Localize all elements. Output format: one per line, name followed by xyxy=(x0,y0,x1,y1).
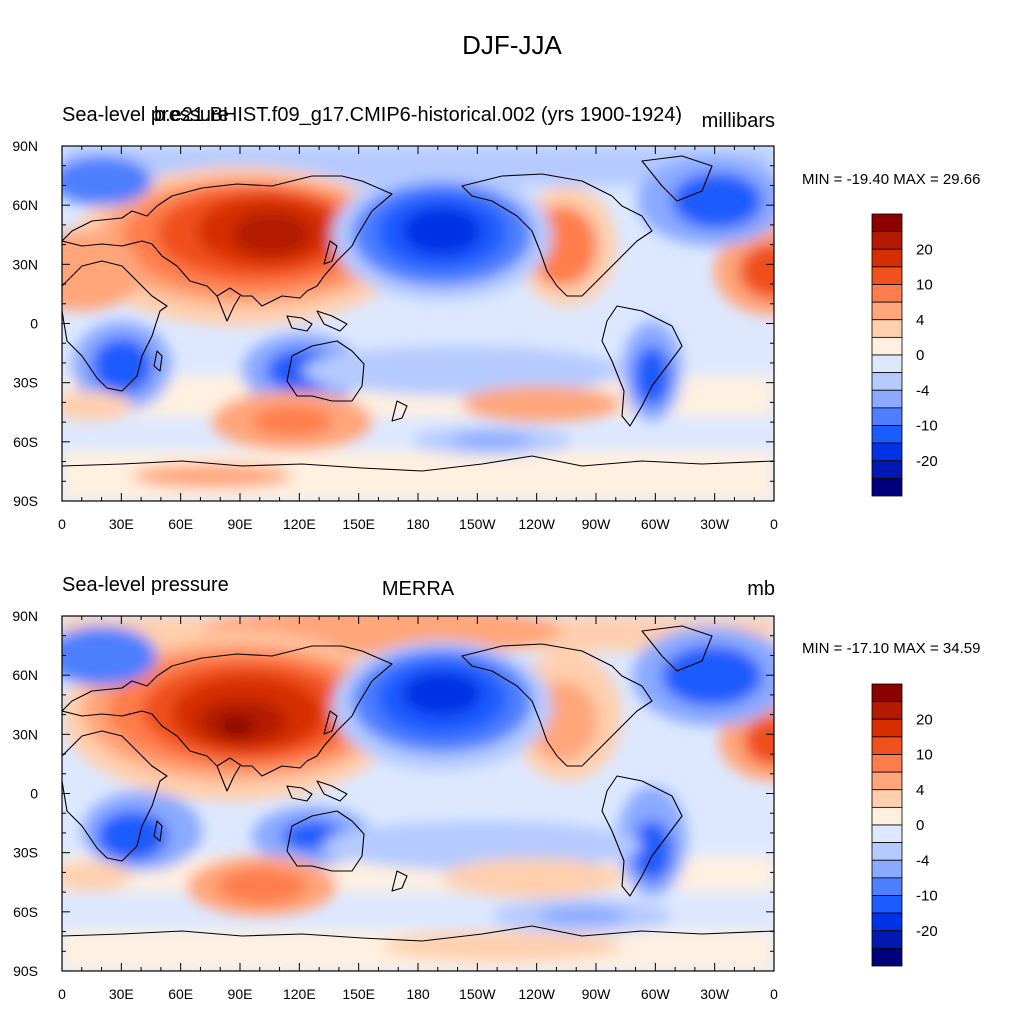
lon-label: 180 xyxy=(406,516,430,532)
colorbar-label: -4 xyxy=(916,852,929,869)
colorbar-label: 10 xyxy=(916,747,933,764)
lat-label: 60N xyxy=(12,667,38,683)
lon-label: 150W xyxy=(459,986,496,1002)
colorbar-label: -10 xyxy=(916,888,938,905)
lon-label: 0 xyxy=(58,986,66,1002)
lat-label: 60N xyxy=(12,197,38,213)
panel2-center-title: MERRA xyxy=(381,578,455,600)
lon-label: 120E xyxy=(283,516,316,532)
panel1-left-title: Sea-level pressure xyxy=(62,104,229,126)
lon-label: 90E xyxy=(228,516,253,532)
panel1-center-title: b.e21.BHIST.f09_g17.CMIP6-historical.002… xyxy=(153,104,683,126)
lat-label: 30N xyxy=(12,726,38,742)
lon-label: 0 xyxy=(770,516,778,532)
colorbar-label: -4 xyxy=(916,382,929,399)
panel1-map xyxy=(61,145,775,502)
lon-label: 90W xyxy=(582,986,612,1002)
lat-label: 30S xyxy=(13,375,38,391)
colorbar-label: 0 xyxy=(916,347,924,364)
lon-label: 90W xyxy=(582,516,612,532)
lon-label: 60E xyxy=(168,516,193,532)
lat-label: 60S xyxy=(13,904,38,920)
panel2-right-title: mb xyxy=(747,578,775,600)
map-frame xyxy=(61,615,775,972)
lon-label: 120W xyxy=(518,516,555,532)
lon-label: 30E xyxy=(109,516,134,532)
lon-label: 120W xyxy=(518,986,555,1002)
lon-label: 60W xyxy=(641,986,671,1002)
lon-label: 150E xyxy=(342,986,375,1002)
map-ticks xyxy=(62,146,774,501)
colorbar-label: 20 xyxy=(916,241,933,258)
coastlines xyxy=(62,625,774,942)
lat-label: 0 xyxy=(30,786,38,802)
lat-label: 90S xyxy=(13,963,38,979)
panel2-colorbar: 20 10 4 0 -4 -10 -20 xyxy=(871,683,938,967)
panel1-right-title: millibars xyxy=(701,110,775,132)
lat-label: 0 xyxy=(30,316,38,332)
colorbar-label: -20 xyxy=(916,453,938,470)
lat-label: 90N xyxy=(12,138,38,154)
colorbar-label: -10 xyxy=(916,418,938,435)
lon-label: 30W xyxy=(700,516,730,532)
lon-label: 0 xyxy=(58,516,66,532)
lat-label: 90S xyxy=(13,493,38,509)
colorbar-label: 20 xyxy=(916,711,933,728)
main-title: DJF-JJA xyxy=(462,30,562,60)
lat-label: 30N xyxy=(12,256,38,272)
colorbar-label: 4 xyxy=(916,782,924,799)
lon-label: 150E xyxy=(342,516,375,532)
map-frame xyxy=(61,145,775,502)
coastlines xyxy=(62,155,774,472)
lon-label: 60W xyxy=(641,516,671,532)
panel1-colorbar: 20 10 4 0 -4 -10 -20 xyxy=(871,213,938,497)
panel1-minmax: MIN = -19.40 MAX = 29.66 xyxy=(802,171,981,188)
colorbar-label: -20 xyxy=(916,923,938,940)
lon-label: 60E xyxy=(168,986,193,1002)
lon-label: 30W xyxy=(700,986,730,1002)
panel2-minmax: MIN = -17.10 MAX = 34.59 xyxy=(802,640,981,657)
lon-label: 90E xyxy=(228,986,253,1002)
panel2-map xyxy=(61,615,775,972)
colorbar-label: 10 xyxy=(916,277,933,294)
lat-label: 90N xyxy=(12,608,38,624)
map-ticks xyxy=(62,616,774,971)
colorbar-box xyxy=(871,477,903,497)
lon-label: 120E xyxy=(283,986,316,1002)
panel2-left-title: Sea-level pressure xyxy=(62,574,229,596)
lat-label: 60S xyxy=(13,434,38,450)
colorbar-label: 0 xyxy=(916,817,924,834)
lon-label: 150W xyxy=(459,516,496,532)
lon-label: 30E xyxy=(109,986,134,1002)
colorbar-label: 4 xyxy=(916,312,924,329)
lon-label: 0 xyxy=(770,986,778,1002)
colorbar-box xyxy=(871,947,903,967)
lat-label: 30S xyxy=(13,845,38,861)
lon-label: 180 xyxy=(406,986,430,1002)
